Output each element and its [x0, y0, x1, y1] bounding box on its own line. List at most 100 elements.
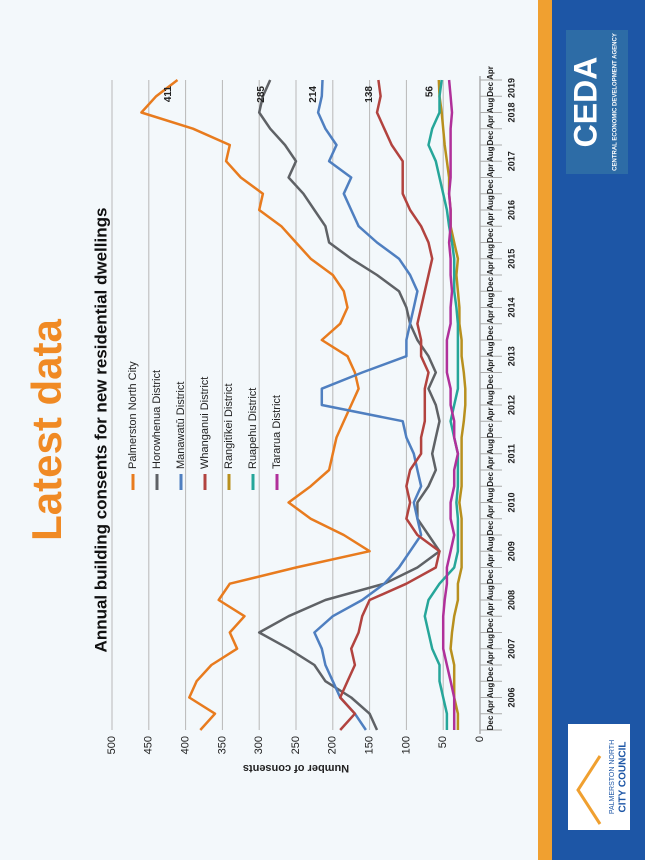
x-tick-label: Apr: [486, 456, 495, 470]
x-tick-label: Aug: [486, 98, 495, 114]
x-tick-label: Apr: [486, 261, 495, 275]
year-label: 2018: [506, 102, 516, 122]
series-line: [257, 79, 441, 731]
council-logo-mark: [576, 755, 602, 825]
x-tick-label: Dec: [486, 423, 495, 438]
legend-label: Whanganui District: [199, 377, 211, 469]
ceda-logo: [566, 30, 628, 174]
council-logo: [568, 724, 630, 830]
x-tick-label: Apr: [486, 505, 495, 519]
x-tick-label: Aug: [486, 195, 495, 211]
end-label: 56: [424, 86, 435, 98]
council-logo-bottom: CITY COUNCIL: [618, 742, 629, 813]
x-tick-label: Apr: [486, 554, 495, 568]
x-tick-label: Apr: [486, 359, 495, 373]
y-tick-label: 200: [327, 736, 339, 754]
series-line: [338, 79, 441, 731]
x-tick-label: Dec: [486, 130, 495, 145]
x-tick-label: Apr: [486, 651, 495, 665]
x-tick-label: Aug: [486, 634, 495, 650]
x-tick-label: Dec: [486, 520, 495, 535]
y-tick-label: 100: [400, 736, 412, 754]
x-tick-label: Apr: [486, 66, 495, 80]
x-tick-label: Dec: [486, 276, 495, 291]
end-label: 411: [163, 86, 174, 103]
x-tick-label: Aug: [486, 536, 495, 552]
y-tick-label: 300: [253, 736, 265, 754]
year-label: 2019: [506, 78, 516, 98]
legend-label: Ruapehu District: [247, 388, 259, 469]
x-tick-label: Apr: [486, 407, 495, 421]
year-label: 2017: [506, 151, 516, 171]
x-tick-label: Dec: [486, 569, 495, 584]
x-tick-label: Apr: [486, 602, 495, 616]
end-label: 138: [364, 86, 375, 103]
x-tick-label: Aug: [486, 244, 495, 260]
ceda-logo-text: CEDA: [567, 57, 603, 148]
legend-label: Tararua District: [271, 395, 283, 469]
blue-band: [552, 0, 645, 860]
year-label: 2006: [506, 687, 516, 707]
year-label: 2012: [506, 395, 516, 415]
y-tick-label: 350: [216, 736, 228, 754]
year-label: 2007: [506, 639, 516, 659]
y-tick-label: 50: [437, 736, 449, 748]
y-tick-label: 150: [364, 736, 376, 754]
end-label: 214: [308, 86, 319, 103]
x-tick-label: Dec: [486, 715, 495, 730]
y-tick-label: 250: [290, 736, 302, 754]
legend-label: Manawatū District: [175, 382, 187, 469]
x-tick-label: Dec: [486, 471, 495, 486]
series-line: [313, 79, 423, 731]
x-tick-label: Aug: [486, 683, 495, 699]
x-tick-label: Dec: [486, 179, 495, 194]
x-tick-label: Aug: [486, 341, 495, 357]
year-label: 2013: [506, 346, 516, 366]
y-tick-label: 400: [180, 736, 192, 754]
end-label: 285: [256, 86, 267, 103]
x-tick-label: Aug: [486, 439, 495, 455]
year-label: 2015: [506, 249, 516, 269]
x-tick-label: Apr: [486, 164, 495, 178]
year-label: 2009: [506, 541, 516, 561]
year-label: 2011: [506, 444, 516, 464]
y-tick-label: 0: [474, 736, 486, 742]
x-tick-label: Dec: [486, 666, 495, 681]
year-label: 2016: [506, 200, 516, 220]
ceda-logo-subtitle: CENTRAL ECONOMIC DEVELOPMENT AGENCY: [613, 33, 619, 171]
slide-background: [0, 0, 540, 860]
orange-stripe: [538, 0, 552, 860]
year-label: 2014: [506, 297, 516, 317]
year-label: 2010: [506, 492, 516, 512]
y-tick-label: 500: [106, 736, 118, 754]
series-line: [140, 79, 371, 731]
x-tick-label: Aug: [486, 585, 495, 601]
x-tick-label: Apr: [486, 310, 495, 324]
x-tick-label: Apr: [486, 212, 495, 226]
x-tick-label: Aug: [486, 146, 495, 162]
x-tick-label: Dec: [486, 81, 495, 96]
x-tick-label: Aug: [486, 390, 495, 406]
x-tick-label: Dec: [486, 325, 495, 340]
x-tick-label: Apr: [486, 700, 495, 714]
y-tick-label: 450: [143, 736, 155, 754]
x-tick-label: Apr: [486, 115, 495, 129]
year-label: 2008: [506, 590, 516, 610]
legend-label: Rangitīkei District: [223, 383, 235, 469]
x-tick-label: Aug: [486, 293, 495, 309]
series-line: [423, 79, 460, 730]
council-logo-top: PALMERSTON NORTH: [609, 740, 616, 814]
x-tick-label: Dec: [486, 228, 495, 243]
chart-title: Annual building consents for new residen…: [91, 208, 110, 653]
x-tick-label: Aug: [486, 488, 495, 504]
x-tick-label: Dec: [486, 374, 495, 389]
legend-label: Palmerston North City: [127, 361, 139, 469]
legend-label: Horowhenua District: [151, 370, 163, 469]
series-line: [441, 79, 460, 730]
y-axis-title: Number of consents: [243, 762, 349, 774]
heading: Latest data: [23, 318, 70, 540]
x-tick-label: Dec: [486, 618, 495, 633]
